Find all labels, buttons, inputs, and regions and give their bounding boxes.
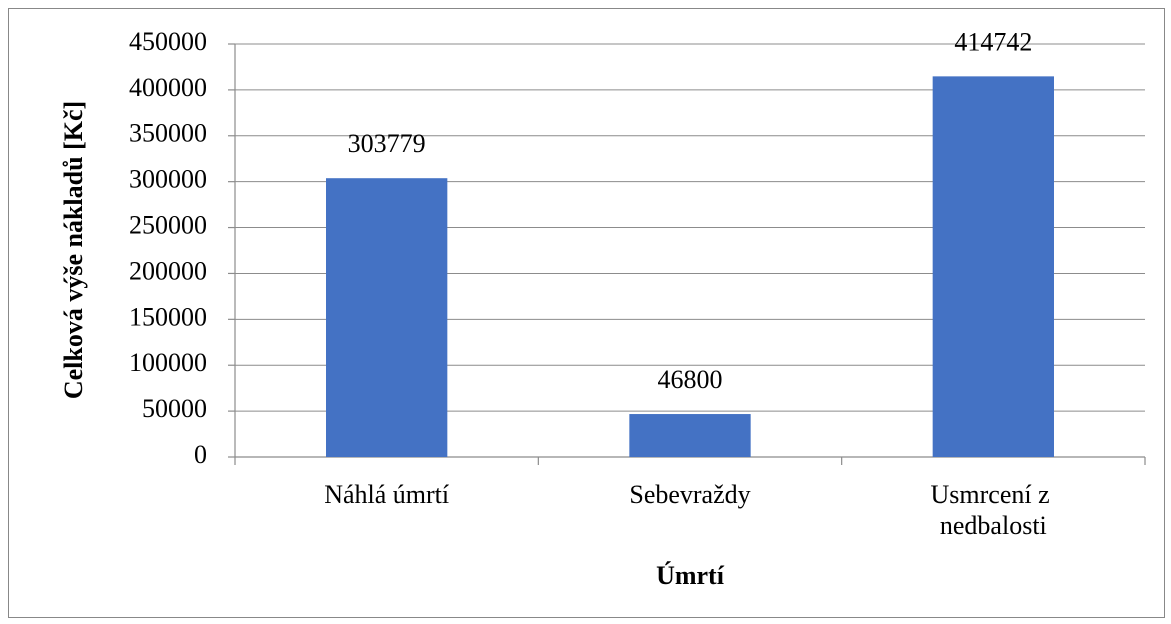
- y-tick-label: 300000: [129, 165, 207, 194]
- x-tick-label: Usmrcení z nedbalosti: [931, 480, 1057, 540]
- y-tick-label: 400000: [129, 73, 207, 102]
- y-axis-label: Celková výše nákladů [Kč]: [59, 101, 88, 399]
- y-tick-label: 100000: [129, 348, 207, 377]
- x-axis-label: Úmrtí: [656, 561, 725, 590]
- y-tick-label: 150000: [129, 302, 207, 331]
- y-tick-label: 350000: [129, 119, 207, 148]
- x-tick-label: Sebevraždy: [629, 480, 750, 509]
- data-label: 414742: [954, 27, 1032, 56]
- bar: [932, 76, 1054, 457]
- y-tick-label: 250000: [129, 211, 207, 240]
- data-label: 46800: [658, 365, 723, 394]
- y-tick-label: 200000: [129, 256, 207, 285]
- x-tick-label: Náhlá úmrtí: [324, 480, 449, 509]
- y-tick-label: 0: [194, 440, 207, 469]
- bar: [629, 414, 751, 457]
- data-label: 303779: [348, 129, 426, 158]
- bar: [326, 178, 448, 458]
- y-tick-label: 50000: [142, 394, 207, 423]
- y-tick-label: 450000: [129, 27, 207, 56]
